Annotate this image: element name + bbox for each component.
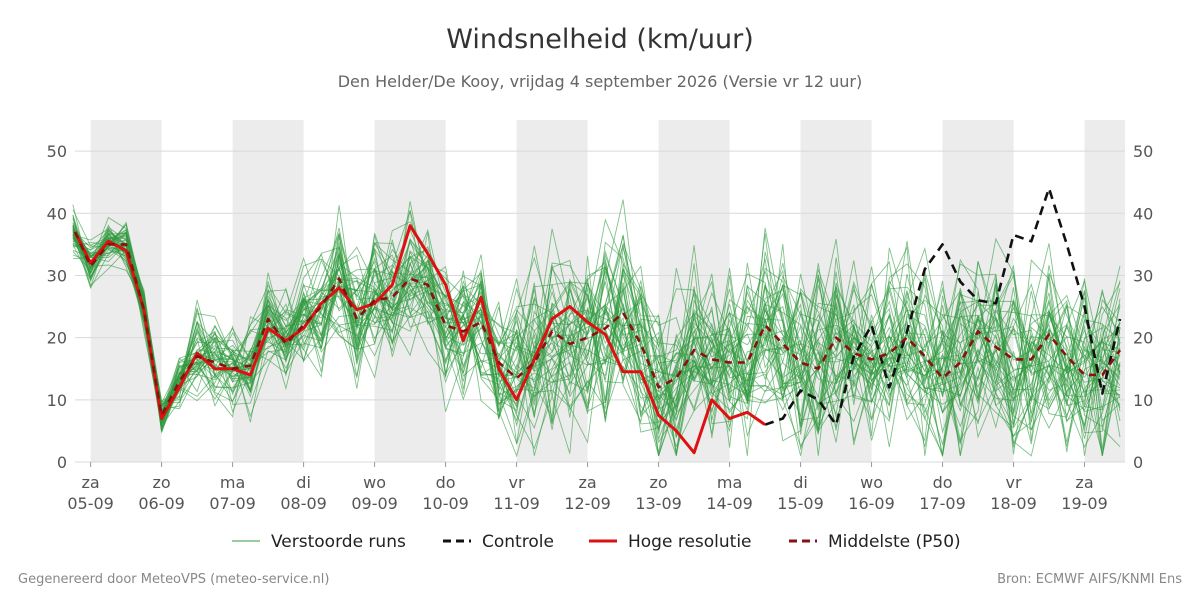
control-line [764,187,1122,427]
x-tick-day: za [578,473,596,492]
y-tick-label-left: 50 [47,142,67,161]
legend-label: Verstoorde runs [271,532,406,552]
ensemble-run-line [72,210,1121,445]
y-tick-label-left: 40 [47,204,67,223]
x-tick-date: 19-09 [1061,494,1108,513]
footer-generator: Gegenereerd door MeteoVPS (meteo-service… [18,572,330,587]
x-tick-date: 17-09 [919,494,966,513]
y-tick-label-left: 10 [47,391,67,410]
ensemble-runs [72,199,1121,458]
x-tick-day: ma [717,473,742,492]
y-tick-label-right: 20 [1133,329,1153,348]
x-tick-day: di [296,473,311,492]
y-tick-label-right: 50 [1133,142,1153,161]
x-tick-date: 10-09 [422,494,469,513]
ensemble-run-line [72,227,1121,458]
day-band [90,120,162,462]
x-tick-date: 05-09 [67,494,114,513]
ensemble-run-line [72,231,1121,437]
ensemble-run-line [72,215,1121,448]
legend-label: Middelste (P50) [828,532,961,552]
y-tick-label-right: 10 [1133,391,1153,410]
x-tick-day: do [436,473,456,492]
legend-label: Controle [482,532,554,552]
x-tick-date: 15-09 [777,494,824,513]
x-tick-date: 06-09 [138,494,185,513]
x-tick-day: ma [220,473,245,492]
legend-label: Hoge resolutie [628,532,752,552]
x-tick-date: 16-09 [848,494,895,513]
x-tick-date: 08-09 [280,494,327,513]
x-tick-date: 14-09 [706,494,753,513]
main-series [73,187,1122,455]
x-tick-day: vr [509,473,525,492]
y-tick-label-left: 30 [47,266,67,285]
x-tick-day: za [82,473,100,492]
x-tick-day: za [1075,473,1093,492]
x-tick-date: 11-09 [493,494,540,513]
y-tick-label-right: 30 [1133,266,1153,285]
ensemble-run-line [72,233,1121,456]
ensemble-run-line [72,237,1121,445]
x-axis-ticks: za 05-09 zo 06-09 ma 07-09 di 08-09 wo 09-09 do 10-… [67,462,1108,513]
x-tick-date: 07-09 [209,494,256,513]
x-tick-day: vr [1006,473,1022,492]
x-tick-day: di [793,473,808,492]
x-tick-day: zo [153,473,171,492]
median-p50-line [73,231,1122,417]
x-tick-day: wo [860,473,883,492]
ensemble-run-line [72,234,1121,458]
x-tick-day: zo [649,473,667,492]
x-tick-date: 13-09 [635,494,682,513]
x-tick-date: 12-09 [564,494,611,513]
y-tick-label-left: 20 [47,329,67,348]
chart-title: Windsnelheid (km/uur) [446,24,754,55]
y-tick-label-right: 40 [1133,204,1153,223]
x-tick-day: wo [363,473,386,492]
y-tick-label-right: 0 [1133,453,1143,472]
chart-subtitle: Den Helder/De Kooy, vrijdag 4 september … [337,72,863,91]
high-resolution-line [73,224,766,455]
legend: Verstoorde runs Controle Hoge resolutie Mid… [232,532,961,552]
y-axis-ticks: 0 0 10 10 20 20 30 30 40 40 50 50 [47,142,1154,472]
x-tick-date: 09-09 [351,494,398,513]
ensemble-run-line [72,229,1121,456]
y-tick-label-left: 0 [57,453,67,472]
x-tick-day: do [933,473,953,492]
footer-source: Bron: ECMWF AIFS/KNMI Ens [997,572,1182,587]
x-tick-date: 18-09 [990,494,1037,513]
